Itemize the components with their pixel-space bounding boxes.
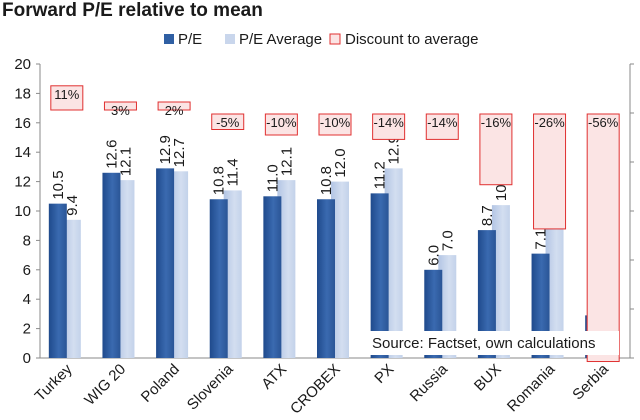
category-label: CROBEX xyxy=(287,361,344,418)
legend-label-pe-average: P/E Average xyxy=(239,31,322,48)
discount-box xyxy=(264,113,298,136)
category-label: Russia xyxy=(407,360,452,405)
bar-pe-average xyxy=(545,216,564,358)
category-label: PX xyxy=(371,361,397,387)
value-label-pe-average: 7.0 xyxy=(439,230,456,251)
discount-label: -14% xyxy=(427,115,458,130)
value-label-pe: 7.1 xyxy=(533,229,550,250)
category-label: Slovenia xyxy=(184,360,237,413)
discount-label: -5% xyxy=(216,115,240,130)
source-box xyxy=(365,331,619,355)
y-tick-label: 12 xyxy=(14,174,31,191)
value-label-pe: 11.0 xyxy=(264,164,281,192)
legend: P/E P/E Average Discount to average xyxy=(164,31,478,48)
y-tick-label: 2 xyxy=(23,321,31,338)
y-tick-label: 18 xyxy=(14,85,31,102)
bar-pe-average xyxy=(170,171,189,358)
bar-pe-average xyxy=(384,168,403,358)
discount-label: -26% xyxy=(534,115,565,130)
discount-label: 2% xyxy=(165,103,184,118)
bar-pe xyxy=(317,199,335,358)
category-label: Poland xyxy=(138,361,183,406)
y-tick-label: 20 xyxy=(14,56,31,73)
discount-box xyxy=(318,113,352,136)
legend-swatch-pe-average xyxy=(225,34,235,44)
y-tick-label: 14 xyxy=(14,144,31,161)
discount-box xyxy=(586,113,620,363)
bar-pe-average xyxy=(277,180,296,358)
bar-pe-average xyxy=(491,205,510,358)
value-label-pe-average: 12.1 xyxy=(278,147,295,176)
category-label: Turkey xyxy=(32,360,76,404)
value-label-pe-average: 12.0 xyxy=(332,148,349,177)
legend-label-discount: Discount to average xyxy=(345,31,478,48)
value-label-pe: 6.0 xyxy=(425,245,442,266)
plot-area: 0246810121416182010.59.411%Turkey12.612.… xyxy=(14,56,634,418)
bar-pe-average xyxy=(116,180,135,358)
bar-pe xyxy=(370,193,389,358)
discount-box xyxy=(425,113,459,140)
value-label-pe: 10.5 xyxy=(50,170,67,199)
y-tick-label: 8 xyxy=(23,232,31,249)
discount-label: 11% xyxy=(54,87,79,102)
category-label: WIG 20 xyxy=(81,361,129,409)
legend-label-pe: P/E xyxy=(178,31,202,48)
y-tick-label: 6 xyxy=(23,262,31,279)
chart-title: Forward P/E relative to mean xyxy=(2,0,263,21)
discount-label: -56% xyxy=(588,115,619,130)
y-tick-label: 0 xyxy=(23,350,31,367)
value-label-pe: 10.8 xyxy=(318,166,335,195)
value-label-pe-average: 12.1 xyxy=(117,147,134,176)
discount-box xyxy=(372,113,406,140)
value-label-pe-average: 12.9 xyxy=(386,135,403,164)
discount-label: -10% xyxy=(320,115,351,130)
discount-label: -10% xyxy=(266,115,297,130)
discount-label: -14% xyxy=(373,115,404,130)
legend-swatch-discount xyxy=(329,33,341,45)
legend-swatch-pe xyxy=(164,34,174,44)
source-text: Source: Factset, own calculations xyxy=(372,335,595,352)
category-label: ATX xyxy=(258,361,290,393)
discount-label: 3% xyxy=(111,103,130,118)
value-label-pe: 11.2 xyxy=(372,161,389,189)
discount-label: -16% xyxy=(481,115,512,130)
y-tick-label: 10 xyxy=(14,203,31,220)
bar-pe xyxy=(156,168,175,358)
discount-box xyxy=(103,101,137,111)
source-note: Source: Factset, own calculations xyxy=(365,331,619,355)
value-label-pe: 12.6 xyxy=(103,140,120,169)
category-label: Serbia xyxy=(569,360,612,403)
discount-box xyxy=(533,113,567,230)
value-label-pe-average: 12.7 xyxy=(171,138,188,167)
discount-box xyxy=(211,113,245,130)
category-label: BUX xyxy=(471,361,505,395)
category-label: Romania xyxy=(504,360,559,415)
discount-box xyxy=(479,113,513,186)
bar-pe-average xyxy=(223,190,242,358)
value-label-pe-average: 11.4 xyxy=(225,158,242,186)
bar-pe xyxy=(209,199,228,358)
bar-pe-average xyxy=(331,181,349,358)
bar-pe xyxy=(102,172,121,358)
discount-box xyxy=(50,85,84,111)
bar-pe xyxy=(477,230,496,358)
value-label-pe: 10.8 xyxy=(211,166,228,195)
y-tick-label: 16 xyxy=(14,115,31,132)
bar-pe xyxy=(263,196,282,358)
value-label-pe: 12.9 xyxy=(157,135,174,164)
y-tick-label: 4 xyxy=(23,291,31,308)
discount-box xyxy=(157,101,191,111)
bar-pe-average xyxy=(62,219,81,358)
bar-pe xyxy=(48,203,67,358)
value-label-pe: 8.7 xyxy=(479,205,496,226)
value-label-pe-average: 9.4 xyxy=(64,195,81,216)
